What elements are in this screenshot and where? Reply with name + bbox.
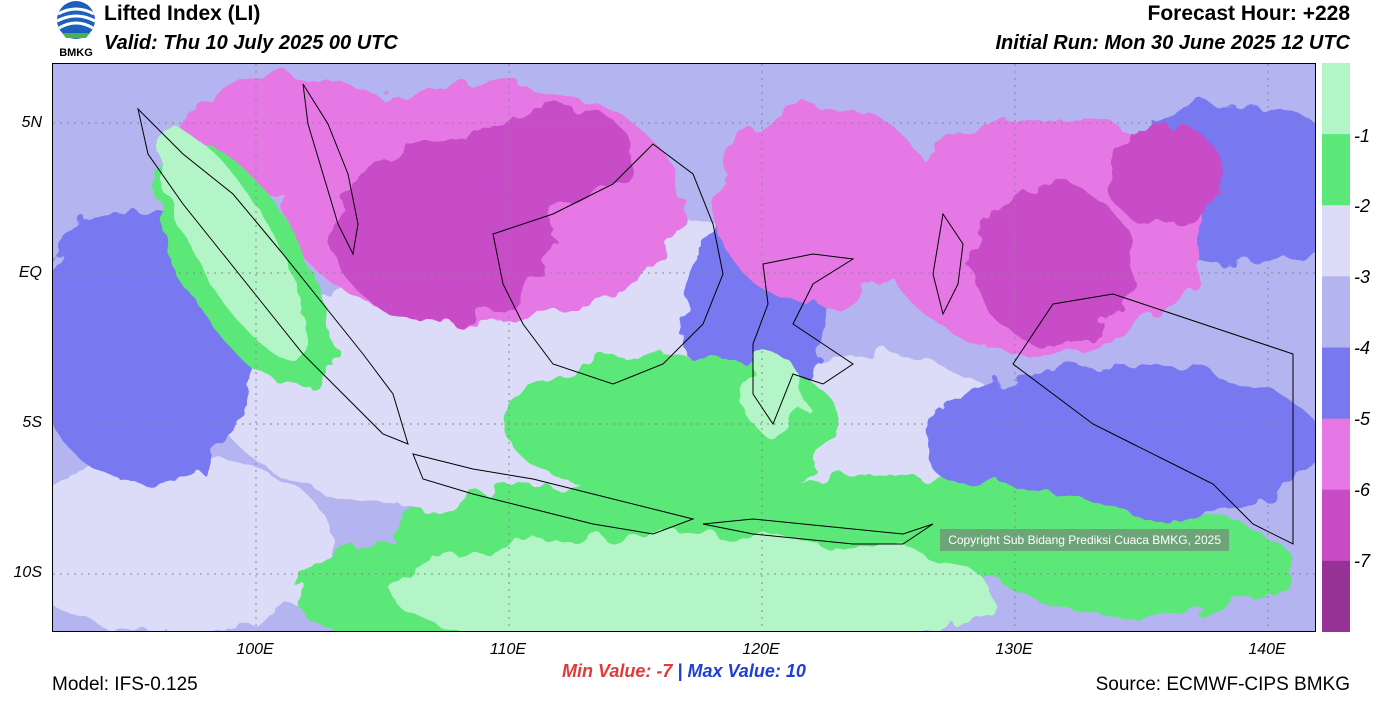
stats-separator: |: [677, 661, 683, 681]
lon-label-110e: 110E: [489, 641, 527, 658]
model-info: Model: IFS-0.125: [52, 674, 198, 695]
valid-time: Valid: Thu 10 July 2025 00 UTC: [104, 32, 398, 54]
coastlines: [137, 83, 1294, 545]
max-value: 10: [785, 661, 806, 681]
field-zone: [159, 129, 307, 359]
maluku-outline: [932, 212, 964, 316]
lat-label-eq: EQ: [18, 264, 42, 281]
field-zone: [53, 454, 333, 631]
colorbar-label-6: -6: [1354, 480, 1371, 500]
initial-run: Initial Run: Mon 30 June 2025 12 UTC: [995, 32, 1350, 54]
sulawesi-outline: [752, 253, 855, 426]
min-max-values: Min Value: -7 | Max Value: 10: [562, 661, 806, 682]
peninsula-outline: [302, 83, 359, 256]
colorbar-segment: [1322, 276, 1350, 349]
field-zone: [743, 354, 803, 434]
lon-label-130e: 130E: [995, 641, 1033, 658]
forecast-hour: Forecast Hour: +228: [1147, 2, 1351, 25]
max-label: Max Value:: [687, 661, 781, 681]
colorbar-segment: [1322, 489, 1350, 562]
logo-text: BMKG: [59, 47, 93, 59]
colorbar-label-2: -2: [1354, 196, 1371, 216]
colorbar-label-3: -3: [1354, 267, 1371, 287]
colorbar-label-1: -1: [1354, 126, 1371, 146]
lon-label-120e: 120E: [742, 641, 780, 658]
field-zone: [923, 364, 1315, 524]
copyright-notice: Copyright Sub Bidang Prediksi Cuaca BMKG…: [940, 529, 1229, 551]
map-title: Lifted Index (LI): [104, 2, 261, 25]
java-outline: [412, 453, 695, 535]
colorbar-segment: [1322, 63, 1350, 135]
colorbar-label-5: -5: [1354, 409, 1371, 429]
borneo-outline: [492, 143, 724, 385]
field-zone: [973, 184, 1133, 344]
graticule: [53, 64, 1315, 631]
sumatra-outline: [137, 107, 409, 445]
lifted-index-map: Copyright Sub Bidang Prediksi Cuaca BMKG…: [52, 63, 1316, 632]
lon-label-140e: 140E: [1248, 641, 1286, 658]
source-info: Source: ECMWF-CIPS BMKG: [1095, 674, 1350, 695]
sunda-outline: [702, 518, 934, 545]
colorbar-label-4: -4: [1354, 338, 1371, 358]
lat-label-5s: 5S: [22, 414, 42, 431]
newguinea-outline: [1012, 293, 1294, 545]
colorbar-segment: [1322, 205, 1350, 277]
min-value: -7: [656, 661, 673, 681]
colorbar-label-7: -7: [1354, 551, 1371, 571]
field-zone: [473, 104, 633, 204]
colorbar: [1322, 63, 1350, 633]
colorbar-segment: [1322, 418, 1350, 491]
colorbar-segment: [1322, 560, 1350, 633]
field-zone: [393, 534, 993, 631]
lon-label-100e: 100E: [236, 641, 274, 658]
field-zone: [713, 104, 933, 304]
min-label: Min Value:: [562, 661, 652, 681]
colorbar-segment: [1322, 347, 1350, 420]
lat-label-10s: 10S: [13, 564, 42, 581]
field-zone: [1103, 124, 1223, 224]
bmkg-logo: BMKG: [52, 0, 100, 60]
colorbar-segment: [1322, 134, 1350, 206]
lat-label-5n: 5N: [21, 114, 42, 131]
